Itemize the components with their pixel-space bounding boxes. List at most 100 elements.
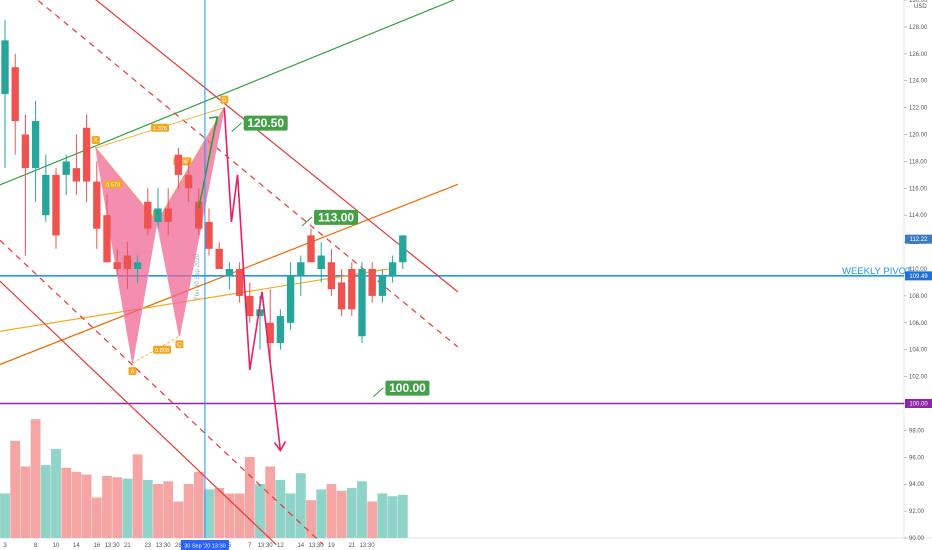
candle-body	[246, 295, 254, 317]
price-axis-badge-label: 112.22	[910, 237, 929, 243]
price-axis-background[interactable]	[904, 0, 932, 538]
candle-body	[358, 269, 366, 337]
volume-bar	[0, 493, 10, 538]
volume-bar	[142, 479, 153, 538]
volume-bar	[51, 448, 61, 538]
ratio-badge	[104, 180, 123, 189]
candle-body	[225, 269, 234, 276]
red-bottom-trendline	[0, 280, 277, 546]
y-tick-label: 126.00	[909, 52, 928, 58]
x-tick-label: 14	[73, 543, 80, 549]
candle-body	[11, 67, 19, 122]
x-tick-label: 16	[93, 543, 100, 549]
candle-body	[256, 309, 264, 317]
x-tick-label: 10	[53, 543, 60, 549]
pattern-point-badge	[91, 135, 100, 144]
volume-bar	[102, 475, 112, 538]
orange-fib-trendline	[0, 268, 389, 332]
candle-body	[133, 262, 142, 269]
projection-path	[198, 107, 287, 453]
ratio-label: 0.808	[155, 348, 169, 354]
volume-bar	[357, 481, 367, 538]
target-leader	[373, 387, 384, 398]
y-tick-label: 106.00	[909, 321, 928, 327]
target-price-label: 113.00	[318, 210, 354, 224]
target-leader	[231, 122, 243, 133]
candle-body	[164, 208, 172, 222]
candle-body	[195, 201, 203, 229]
candle-body	[348, 269, 356, 310]
currency-label: USD	[914, 4, 927, 10]
ratio-label: 0.573	[106, 182, 120, 188]
x-tick-label: 8	[34, 543, 38, 549]
candle-body	[62, 161, 70, 175]
projection-arrowhead	[273, 441, 287, 453]
y-tick-label: 108.00	[909, 294, 928, 300]
y-tick-label: 122.00	[909, 106, 928, 112]
y-tick-label: 120.00	[909, 133, 928, 139]
candle-body	[317, 255, 325, 269]
crosshair: Thu 30 Sep 2020 30 Sep '20 13:30	[180, 0, 229, 550]
volume-bar	[81, 474, 92, 538]
volume-bar	[132, 454, 143, 538]
x-tick-label: 13:30	[258, 543, 274, 549]
candle-body	[327, 262, 336, 290]
volume-bar	[377, 493, 388, 538]
candle-body	[399, 235, 407, 263]
candle-body	[378, 275, 387, 296]
ratio-badge	[153, 345, 172, 354]
target-price-label: 120.50	[247, 116, 284, 130]
target-labels: 120.50 113.00 100.00	[231, 115, 430, 398]
target-leader	[301, 216, 313, 227]
green-arrowhead	[209, 116, 219, 126]
y-tick-label: 110.00	[909, 267, 928, 273]
candle-body	[72, 168, 81, 182]
pattern-point-label: C	[177, 342, 182, 348]
ratio-badge	[151, 123, 170, 132]
ratio-label: 2.245	[176, 160, 190, 166]
volume-bar	[214, 488, 225, 538]
candle-body	[31, 121, 40, 169]
pattern-point-badge	[175, 340, 184, 349]
candle-body	[21, 134, 30, 169]
x-tick-label: 28	[175, 543, 182, 549]
y-tick-label: 130.00	[909, 0, 928, 4]
x-tick-label: 23	[144, 543, 151, 549]
candle-body	[93, 181, 101, 229]
pattern-point-label: A	[130, 369, 134, 375]
candle-body	[297, 262, 305, 276]
pattern-point-label: X	[94, 138, 98, 144]
candle-body	[144, 201, 152, 229]
horizontal-lines: WEEKLY PIVOT	[0, 266, 912, 405]
x-tick-label: 19	[328, 543, 335, 549]
x-tick-label: 13:30	[156, 543, 172, 549]
volume-bar	[275, 479, 286, 538]
red-top-trendline	[95, 0, 459, 293]
y-tick-label: 118.00	[909, 159, 928, 165]
y-tick-label: 128.00	[909, 25, 928, 31]
green-arrow-line	[198, 116, 218, 209]
y-tick-label: 96.00	[909, 455, 925, 461]
y-tick-label: 92.00	[909, 509, 925, 515]
volume-bar	[295, 473, 306, 538]
x-tick-label: 13:30	[309, 543, 325, 549]
candle-body	[52, 174, 60, 236]
candle-body	[205, 221, 213, 249]
pattern-point-badge	[220, 95, 229, 104]
y-tick-label: 98.00	[909, 428, 925, 434]
volume-bar	[316, 489, 327, 538]
volume-bar	[20, 466, 31, 538]
volume-bar	[71, 471, 82, 538]
candle-body	[286, 275, 295, 323]
x-tick-label: 21	[124, 543, 131, 549]
volume-bar	[40, 465, 51, 538]
volume-bar	[61, 467, 72, 538]
volume-bar	[10, 440, 21, 538]
volume-bar	[346, 488, 357, 538]
y-tick-label: 114.00	[909, 213, 928, 219]
volume-bar	[285, 493, 296, 538]
x-tick-label: 13:30	[105, 543, 121, 549]
crosshair-date-badge	[180, 540, 229, 550]
volume-bar	[265, 466, 276, 538]
